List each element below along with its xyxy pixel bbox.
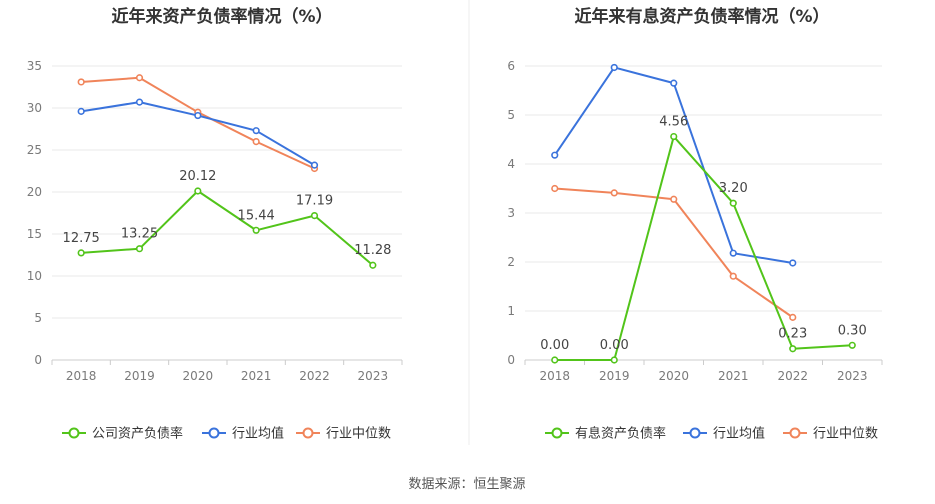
y-tick-label: 5 [34,311,42,325]
y-tick-label: 6 [507,59,515,73]
data-point-industry_median [135,74,144,82]
data-point-industry_avg [551,151,559,159]
data-label: 3.20 [719,181,748,196]
legend-label: 有息资产负债率 [575,426,666,442]
data-point-industry_median [729,272,737,280]
data-point-company [194,187,202,195]
legend-label: 行业均值 [713,426,765,442]
x-tick-label: 2018 [66,369,97,383]
y-tick-label: 15 [27,227,42,241]
y-tick-label: 20 [27,185,42,199]
data-point-company [789,345,797,353]
data-point-industry_median [252,138,260,146]
data-point-industry_avg [729,249,737,257]
data-point-industry_avg [310,161,319,169]
data-label: 0.23 [778,327,807,342]
legend-label: 行业中位数 [813,427,878,442]
series-line-company [81,189,374,267]
data-label: 17.19 [296,194,333,209]
y-tick-label: 5 [507,108,515,122]
y-tick-label: 0 [507,353,515,367]
chart-debt-ratio: 近年来资产负债率情况（%） 0 5 10 15 20 25 30 35 2018 2019 2020 2… [27,6,403,442]
data-point-industry_avg [252,127,260,135]
x-tick-label: 2018 [539,369,570,383]
data-point-industry_median [610,189,618,197]
y-tick-label: 30 [27,101,42,115]
data-point-company [252,226,260,234]
x-tick-label: 2020 [183,369,214,383]
series-line-industry_median [81,76,315,170]
data-point-industry_avg [135,98,144,106]
y-tick-label: 25 [27,143,42,157]
data-point-company [729,199,737,207]
x-tick-label: 2021 [241,369,272,383]
x-tick-label: 2023 [358,369,389,383]
series-line-company [554,135,853,361]
chart-title: 近年来有息资产负债率情况（%） [574,6,829,27]
chart-interest-debt-ratio: 近年来有息资产负债率情况（%） 0 1 2 3 4 5 6 2018 2019 2020 2021 20… [507,6,883,442]
data-point-industry_median [77,78,85,86]
legend-marker-industry_avg [208,427,220,439]
chart-title: 近年来资产负债率情况（%） [111,6,332,27]
legend-label: 行业中位数 [326,427,391,442]
x-tick-label: 2022 [777,369,808,383]
data-point-company [369,261,377,269]
data-point-industry_avg [610,63,618,72]
data-point-company [610,356,618,364]
data-point-company [77,249,85,257]
data-point-industry_avg [194,111,202,120]
data-point-industry_median [789,313,797,321]
x-tick-label: 2022 [299,369,330,383]
data-point-company [848,341,856,349]
y-tick-label: 1 [507,304,515,318]
data-label: 4.56 [659,115,688,130]
y-tick-label: 4 [507,157,515,171]
data-label: 0.00 [540,338,569,353]
data-source: 数据来源：恒生聚源 [408,477,525,492]
legend-marker-company [551,427,563,439]
y-tick-label: 35 [27,59,42,73]
data-point-industry_avg [77,107,85,115]
x-tick-label: 2023 [837,369,868,383]
data-point-company [135,245,144,253]
x-tick-label: 2021 [718,369,749,383]
data-label: 12.75 [63,231,100,246]
y-tick-label: 2 [507,255,515,269]
x-tick-label: 2020 [658,369,689,383]
y-tick-label: 3 [507,206,515,220]
data-point-industry_avg [670,79,678,87]
data-point-company [310,212,319,220]
legend-marker-industry_median [302,427,314,439]
data-point-industry_median [551,184,559,193]
data-label: 13.25 [121,227,158,242]
legend-marker-company [68,427,80,439]
series-line-industry_median [554,187,794,319]
legend-marker-industry_median [789,427,801,439]
y-tick-label: 10 [27,269,42,283]
data-label: 0.30 [838,323,867,338]
x-tick-label: 2019 [599,369,630,383]
data-point-industry_avg [789,259,797,267]
series-line-industry_avg [553,66,793,264]
data-label: 15.44 [238,208,275,223]
data-point-company [551,356,559,364]
y-tick-label: 0 [34,353,42,367]
data-point-company [670,132,678,141]
data-label: 11.28 [354,243,391,258]
data-point-industry_median [670,195,678,203]
legend-marker-industry_avg [689,427,701,439]
legend-label: 行业均值 [232,426,284,442]
data-label: 20.12 [179,169,216,184]
x-tick-label: 2019 [124,369,155,383]
data-label: 0.00 [600,338,629,353]
legend-label: 公司资产负债率 [92,426,183,442]
